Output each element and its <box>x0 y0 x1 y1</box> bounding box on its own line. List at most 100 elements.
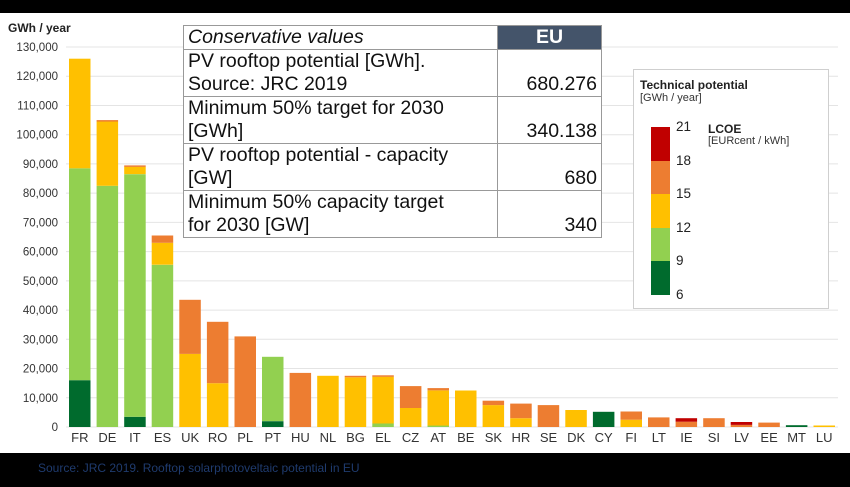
row-label-line: PV rooftop potential - capacity <box>188 144 449 166</box>
legend-lcoe-title: LCOE <box>708 122 742 136</box>
category-label-lt: LT <box>652 430 666 445</box>
category-label-fi: FI <box>625 430 637 445</box>
category-label-at: AT <box>430 430 446 445</box>
category-label-el: EL <box>375 430 391 445</box>
row-label-line: Minimum 50% target for 2030 <box>188 97 444 119</box>
category-label-sk: SK <box>485 430 503 445</box>
legend-title: Technical potential <box>640 78 748 92</box>
category-label-dk: DK <box>567 430 585 445</box>
bar-segment-bg <box>344 377 367 427</box>
bar-segment-el <box>372 423 394 427</box>
bar-segment-lv <box>730 425 753 427</box>
bar-segment-ee <box>758 422 780 427</box>
category-label-es: ES <box>154 430 172 445</box>
table-header-region: EU <box>497 25 602 50</box>
bar-segment-sk <box>482 400 505 406</box>
y-tick-label: 30,000 <box>23 334 58 346</box>
category-label-ro: RO <box>208 430 228 445</box>
bar-segment-el <box>372 375 394 377</box>
bar-segment-es <box>151 235 174 243</box>
bar-segment-at <box>427 390 449 426</box>
category-label-si: SI <box>708 430 720 445</box>
y-tick-label: 40,000 <box>23 305 58 317</box>
bar-segment-at <box>427 425 449 427</box>
bar-segment-uk <box>179 353 201 427</box>
bar-segment-cz <box>399 386 422 408</box>
bar-segment-uk <box>179 299 201 354</box>
bar-segment-ie <box>675 421 698 427</box>
row-value: 680.276 <box>497 49 602 97</box>
bar-segment-it <box>124 416 146 427</box>
y-axis-label: GWh / year <box>8 21 71 35</box>
bar-segment-at <box>427 388 449 391</box>
bar-segment-ro <box>206 321 229 384</box>
bar-segment-fi <box>620 419 642 427</box>
bar-segment-it <box>124 165 146 167</box>
bar-segment-pt <box>262 421 284 427</box>
y-tick-label: 80,000 <box>23 188 58 200</box>
table-row: Minimum 50% target for 2030 [GWh] 340.13… <box>183 96 602 144</box>
conservative-values-table: Conservative values EU PV rooftop potent… <box>183 25 602 238</box>
bar-segment-es <box>151 242 174 265</box>
bar-segment-fr <box>69 58 91 169</box>
bar-segment-de <box>96 185 119 427</box>
source-caption: Source: JRC 2019. Rooftop solarphotovelt… <box>38 461 360 475</box>
bar-segment-de <box>96 121 119 186</box>
table-row: PV rooftop potential [GWh]. Source: JRC … <box>183 49 602 97</box>
category-label-nl: NL <box>320 430 337 445</box>
chart-panel: 0 10,000 20,000 30,000 40,000 50,000 60,000 70,… <box>0 13 850 453</box>
bar-segment-dk <box>565 410 587 427</box>
legend-swatch <box>651 227 670 261</box>
category-label-hr: HR <box>512 430 531 445</box>
bar-segment-ro <box>206 383 229 427</box>
category-label-it: IT <box>129 430 141 445</box>
bar-segment-fr <box>69 380 91 427</box>
bar-segment-it <box>124 166 146 175</box>
category-label-de: DE <box>98 430 116 445</box>
y-tick-label: 90,000 <box>23 159 58 171</box>
legend: Technical potential [GWh / year] LCOE [E… <box>633 69 829 309</box>
legend-swatch <box>651 194 670 228</box>
category-label-ee: EE <box>760 430 778 445</box>
category-label-ie: IE <box>680 430 693 445</box>
legend-swatch <box>651 127 670 161</box>
category-label-mt: MT <box>787 430 806 445</box>
bar-segment-mt <box>785 425 808 427</box>
bar-segment-ie <box>675 418 698 422</box>
y-tick-label: 70,000 <box>23 217 58 229</box>
bar-segment-lv <box>730 422 753 425</box>
bar-segment-cz <box>399 408 422 427</box>
category-label-se: SE <box>540 430 558 445</box>
row-label-line: Source: JRC 2019 <box>188 73 348 95</box>
category-label-hu: HU <box>291 430 310 445</box>
bar-segment-el <box>372 376 394 424</box>
bar-segment-se <box>537 405 560 427</box>
category-label-uk: UK <box>181 430 199 445</box>
bar-segment-nl <box>317 375 339 427</box>
legend-lcoe-subtitle: [EURcent / kWh] <box>708 135 790 147</box>
x-axis-categories: FR DE IT ES UK RO PL PT HU NL BG EL CZ AT BE SK HR SE DK CY… <box>71 430 832 445</box>
row-label-line: [GWh] <box>188 120 244 142</box>
table-header-row: Conservative values EU <box>183 25 602 50</box>
bar-segment-be <box>455 390 477 427</box>
row-label: PV rooftop potential - capacity [GW] <box>183 143 498 191</box>
bar-segment-fr <box>69 168 91 381</box>
bar-segment-bg <box>344 375 367 378</box>
row-label-line: Minimum 50% capacity target <box>188 191 444 213</box>
bar-segment-sk <box>482 405 505 427</box>
category-label-fr: FR <box>71 430 88 445</box>
row-label: Minimum 50% capacity target for 2030 [GW… <box>183 190 498 238</box>
legend-scale-label: 6 <box>676 286 684 302</box>
y-tick-label: 60,000 <box>23 247 58 259</box>
row-label-line: for 2030 [GW] <box>188 214 310 236</box>
row-value: 680 <box>497 143 602 191</box>
legend-scale-label: 21 <box>676 119 692 134</box>
bar-segment-si <box>703 418 725 427</box>
bar-segment-es <box>151 264 174 427</box>
row-label: Minimum 50% target for 2030 [GWh] <box>183 96 498 144</box>
y-tick-label: 120,000 <box>16 71 58 83</box>
y-tick-label: 10,000 <box>23 393 58 405</box>
row-label-line: PV rooftop potential [GWh]. <box>188 50 426 72</box>
legend-swatch <box>651 261 670 295</box>
bar-segment-lt <box>648 417 670 427</box>
